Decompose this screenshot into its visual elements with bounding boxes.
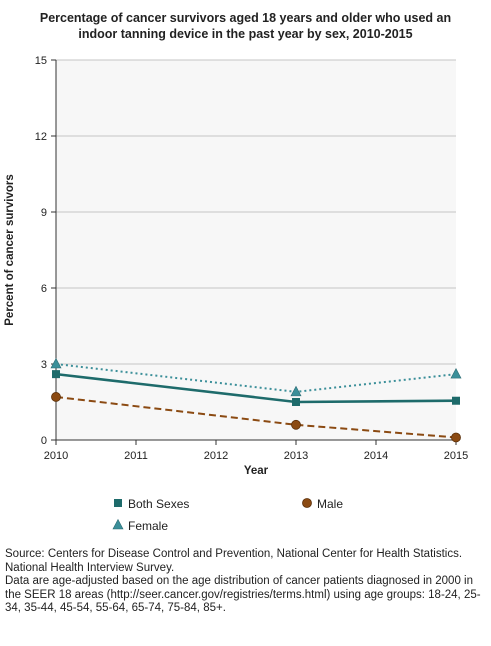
y-tick-label: 9 (41, 207, 47, 219)
legend-item: Male (302, 497, 343, 511)
legend-label: Female (128, 519, 168, 533)
legend-marker (112, 518, 124, 530)
y-tick-label: 0 (41, 435, 47, 447)
gridlines (56, 59, 456, 365)
methodology-note: Data are age-adjusted based on the age d… (5, 575, 481, 614)
data-point (290, 385, 302, 397)
x-tick-label: 2010 (44, 450, 68, 462)
data-point (52, 370, 60, 379)
x-tick-label: 2012 (204, 450, 228, 462)
x-tick-label: 2011 (124, 450, 148, 462)
y-tick-label: 6 (41, 283, 47, 295)
x-axis-title: Year (244, 465, 269, 477)
data-point (292, 398, 300, 406)
legend-item: Female (112, 518, 168, 533)
line-chart: 0 3 6 9 12 15 2010 2011 2012 2013 2014 2015 Year Pe… (4, 55, 468, 533)
series-group (50, 357, 462, 443)
legend-marker (114, 499, 122, 507)
source-text: Source: Centers for Disease Control and … (5, 548, 463, 574)
data-point (451, 432, 461, 443)
source-footnote: Source: Centers for Disease Control and … (5, 548, 487, 616)
legend-label: Both Sexes (128, 497, 189, 511)
y-axis-title: Percent of cancer survivors (4, 174, 16, 326)
legend-marker (302, 498, 312, 508)
data-point (450, 367, 462, 379)
legend-item: Both Sexes (114, 497, 189, 511)
data-point (452, 396, 460, 405)
legend-label: Male (317, 497, 343, 511)
x-tick-label: 2015 (444, 450, 468, 462)
y-tick-label: 15 (35, 55, 47, 67)
plot-area (56, 60, 456, 440)
y-tick-label: 3 (41, 359, 47, 371)
x-tick-label: 2013 (284, 450, 308, 462)
legend: Both Sexes Male Female (112, 497, 343, 533)
series-line (55, 395, 457, 439)
chart-title: Percentage of cancer survivors aged 18 y… (39, 11, 452, 41)
plot-background (56, 60, 456, 440)
data-point (51, 392, 61, 402)
data-point (50, 357, 62, 369)
data-point (291, 419, 301, 430)
x-tick-label: 2014 (364, 450, 388, 462)
y-tick-label: 12 (35, 131, 47, 143)
axes: 0 3 6 9 12 15 2010 2011 2012 2013 2014 2015 (35, 55, 468, 462)
